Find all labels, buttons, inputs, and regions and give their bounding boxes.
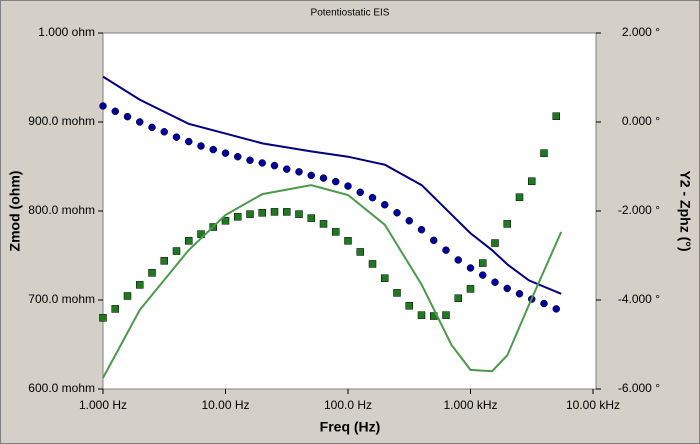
data-dot	[123, 112, 132, 121]
data-dot	[135, 118, 144, 126]
data-square	[331, 228, 340, 236]
data-square	[417, 311, 426, 319]
data-square	[540, 149, 548, 157]
y-tick-label: 800.0 mohm	[28, 203, 95, 217]
x-tick-label: 100.0 Hz	[324, 398, 372, 412]
data-dot	[479, 271, 487, 279]
data-dot	[246, 156, 254, 165]
data-dot	[185, 137, 193, 146]
data-dot	[356, 188, 365, 197]
data-square	[258, 209, 266, 217]
data-dot	[307, 171, 316, 180]
data-square	[246, 210, 254, 218]
y2-tick-label: -6.000 °	[618, 381, 660, 395]
chart-title: Potentiostatic EIS	[311, 8, 390, 19]
data-square	[295, 210, 303, 218]
fit-line	[102, 184, 563, 379]
data-square	[527, 177, 536, 185]
x-tick-label: 10.00 kHz	[566, 398, 620, 412]
y-tick-label: 900.0 mohm	[28, 114, 95, 128]
data-dot	[380, 201, 389, 209]
data-square	[234, 213, 242, 221]
data-dot	[99, 102, 107, 110]
y2-tick-label: 0.000 °	[622, 114, 660, 128]
data-dot	[148, 123, 156, 132]
data-square	[123, 292, 132, 300]
data-square	[282, 208, 291, 216]
fit-line	[102, 75, 562, 295]
y-axis-label: Zmod (ohm)	[7, 171, 23, 252]
data-square	[552, 112, 561, 120]
data-dot	[172, 133, 181, 141]
data-dot	[454, 256, 462, 264]
data-dot	[331, 177, 340, 186]
data-square	[344, 237, 352, 245]
data-dot	[405, 217, 413, 225]
data-dot	[503, 284, 511, 293]
data-square	[393, 289, 401, 297]
y2-tick-label: 2.000 °	[622, 25, 660, 39]
data-dot	[319, 174, 328, 182]
data-square	[479, 259, 487, 267]
data-dot	[270, 161, 279, 170]
data-square	[466, 285, 475, 293]
x-axis-label: Freq (Hz)	[320, 419, 381, 435]
y-tick-label: 1.000 ohm	[38, 25, 95, 39]
data-square	[172, 247, 181, 255]
data-square	[503, 220, 511, 228]
data-dot	[160, 128, 168, 136]
x-tick-label: 1.000 kHz	[443, 398, 497, 412]
data-square	[356, 248, 365, 256]
data-square	[380, 274, 389, 282]
data-dot	[368, 193, 377, 202]
data-square	[185, 237, 193, 245]
x-tick-label: 10.00 Hz	[201, 398, 249, 412]
y-tick-label: 600.0 mohm	[28, 381, 95, 395]
data-square	[135, 281, 144, 289]
data-square	[405, 302, 413, 310]
y2-tick-label: -2.000 °	[618, 203, 660, 217]
y-tick-label: 700.0 mohm	[28, 292, 95, 306]
data-dot	[234, 152, 242, 161]
data-dot	[197, 142, 205, 150]
plot-area	[102, 32, 597, 390]
x-tick-label: 1.000 Hz	[79, 398, 127, 412]
data-dot	[540, 299, 548, 308]
data-square	[270, 208, 279, 216]
data-square	[148, 269, 156, 277]
data-square	[319, 220, 328, 228]
data-square	[307, 214, 316, 222]
data-square	[515, 193, 524, 201]
data-dot	[491, 278, 499, 286]
data-square	[111, 305, 120, 313]
data-square	[221, 217, 230, 225]
data-dot	[393, 209, 401, 217]
data-square	[368, 260, 377, 268]
data-dot	[344, 182, 352, 190]
data-dot	[515, 290, 524, 298]
y2-axis-label: Y2 - Zphz (°)	[677, 170, 693, 251]
data-dot	[258, 159, 266, 167]
data-dot	[111, 107, 120, 116]
data-square	[160, 257, 168, 265]
data-square	[442, 311, 450, 319]
data-dot	[295, 168, 303, 176]
data-square	[454, 294, 462, 302]
data-dot	[417, 225, 426, 234]
data-dot	[552, 305, 561, 313]
data-square	[491, 239, 499, 247]
data-dot	[282, 165, 291, 173]
y2-tick-label: -4.000 °	[618, 292, 660, 306]
data-dot	[466, 264, 475, 272]
data-dot	[430, 236, 438, 245]
data-dot	[209, 145, 217, 154]
data-dot	[221, 149, 230, 157]
data-square	[99, 314, 107, 322]
data-dot	[442, 246, 450, 254]
